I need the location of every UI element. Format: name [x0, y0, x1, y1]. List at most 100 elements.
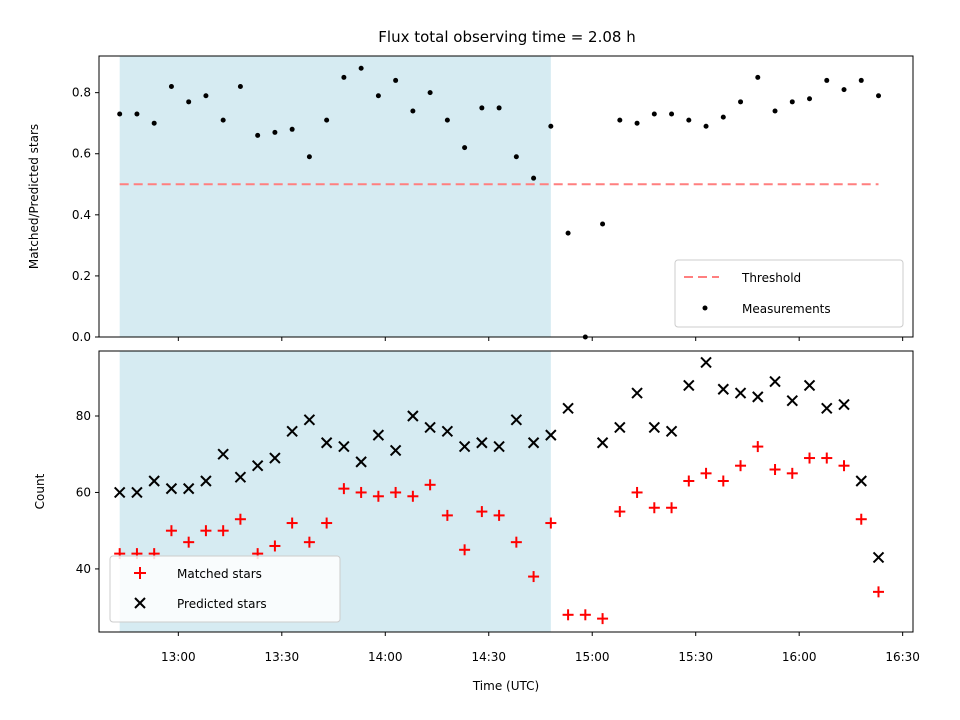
matched-star-point: [165, 525, 177, 537]
measurement-point: [617, 117, 623, 123]
x-tick-label: 14:30: [471, 650, 506, 664]
matched-star-point: [562, 609, 574, 621]
measurement-point: [858, 77, 864, 83]
measurement-point: [651, 111, 657, 117]
predicted-star-point: [562, 402, 574, 415]
predicted-star-point: [493, 440, 505, 453]
matched-star-point: [493, 509, 505, 521]
matched-star-point: [683, 475, 695, 487]
matched-star-point: [804, 452, 816, 464]
measurement-point: [513, 154, 519, 160]
measurement-point: [531, 175, 537, 181]
x-tick-label: 14:00: [368, 650, 403, 664]
measurement-point: [669, 111, 675, 117]
top-y-axis-label: Matched/Predicted stars: [27, 124, 41, 269]
top-legend-box: [674, 259, 904, 328]
bottom-x-axis-ticks: 13:00 13:30 14:00 14:30 15:00 15:30 16:00 16:30: [161, 632, 920, 664]
predicted-star-point: [458, 440, 471, 453]
measurement-point: [410, 108, 416, 114]
x-tick-label: 16:00: [782, 650, 817, 664]
matched-star-point: [269, 540, 281, 552]
predicted-star-point: [372, 429, 385, 441]
predicted-star-point: [683, 379, 695, 392]
matched-star-point: [752, 441, 764, 453]
matched-star-point: [769, 464, 781, 476]
measurement-point: [807, 96, 813, 102]
top-y-tick-label: 0.4: [72, 208, 91, 222]
matched-star-point: [855, 513, 867, 525]
measurement-point: [479, 105, 485, 111]
matched-star-point: [700, 467, 712, 479]
measurement-point: [703, 123, 709, 129]
matched-star-point: [545, 517, 557, 529]
predicted-star-point: [476, 437, 488, 449]
predicted-star-point: [545, 429, 557, 441]
matched-star-point: [838, 460, 850, 472]
matched-star-point: [648, 502, 660, 514]
x-tick-label: 16:30: [885, 650, 920, 664]
legend-measurements-label: Measurements: [742, 302, 831, 316]
measurement-point: [789, 99, 795, 105]
measurement-point: [134, 111, 140, 117]
x-tick-label: 15:00: [575, 650, 610, 664]
bottom-legend: Matched stars Predicted stars: [109, 555, 341, 623]
matched-star-point: [407, 490, 419, 502]
predicted-star-point: [752, 391, 764, 403]
measurement-point: [255, 132, 261, 138]
matched-star-point: [631, 486, 643, 498]
matched-star-point: [579, 609, 591, 621]
bottom-axes-frame: [98, 350, 914, 633]
matched-star-point: [528, 571, 540, 583]
matched-star-point: [286, 517, 298, 529]
measurement-point: [117, 111, 123, 117]
predicted-star-point: [338, 440, 350, 453]
predicted-star-point: [700, 356, 712, 369]
top-legend: Threshold Measurements: [674, 259, 904, 328]
measurement-point: [841, 87, 847, 93]
predicted-star-point: [165, 482, 178, 495]
predicted-star-point: [182, 482, 195, 495]
top-y-tick-label: 0.0: [72, 330, 91, 344]
bottom-panel: 40 60 80 13:00 13:30 14:00 14:30 15:00 15:30 16:…: [33, 350, 920, 693]
x-tick-label: 15:30: [678, 650, 713, 664]
legend-matched-label: Matched stars: [177, 567, 262, 581]
legend-matched-swatch: [134, 567, 146, 579]
measurement-point: [203, 93, 209, 99]
measurement-point: [393, 77, 399, 83]
matched-star-point: [666, 502, 678, 514]
predicted-star-point: [131, 486, 143, 499]
measurement-point: [720, 114, 726, 120]
matched-star-point: [372, 490, 384, 502]
measurement-point: [772, 108, 778, 114]
predicted-star-point: [614, 421, 626, 434]
top-y-tick-label: 0.8: [72, 86, 91, 100]
x-tick-label: 13:30: [265, 650, 300, 664]
predicted-star-point: [855, 475, 867, 487]
measurement-point: [755, 74, 761, 80]
matched-star-point: [217, 525, 229, 537]
predicted-stars-points: [113, 356, 885, 564]
predicted-star-point: [838, 398, 850, 411]
measurement-point: [565, 230, 571, 236]
measurement-point: [272, 129, 278, 135]
x-tick-label: 13:00: [161, 650, 196, 664]
predicted-star-point: [303, 414, 316, 426]
matched-star-point: [441, 509, 453, 521]
matched-star-point: [786, 467, 798, 479]
matched-star-point: [476, 506, 488, 518]
measurement-point: [306, 154, 312, 160]
bottom-y-tick-label: 40: [76, 562, 91, 576]
predicted-star-point: [786, 394, 798, 407]
matched-star-point: [614, 506, 626, 518]
matched-star-point: [234, 513, 246, 525]
matched-star-point: [303, 536, 315, 548]
matched-star-point: [873, 586, 885, 598]
measurement-point: [444, 117, 450, 123]
measurement-point: [876, 93, 882, 99]
measurement-points: [117, 65, 882, 340]
predicted-star-point: [648, 421, 661, 434]
predicted-star-point: [631, 387, 643, 399]
predicted-star-point: [769, 375, 781, 388]
measurement-point: [375, 93, 381, 99]
